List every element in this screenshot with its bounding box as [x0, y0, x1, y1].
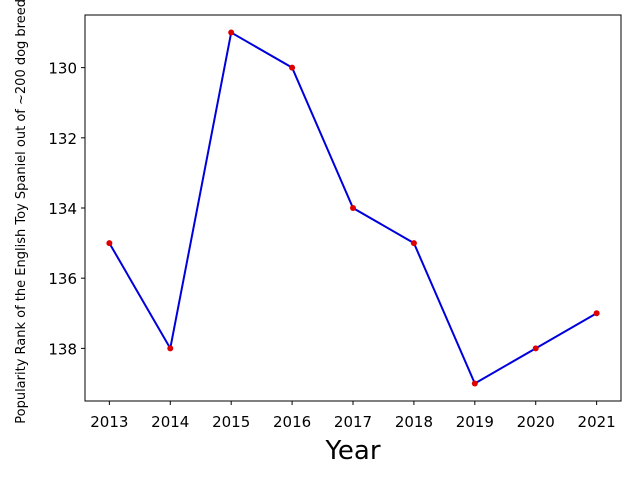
data-point — [167, 345, 174, 352]
data-point — [289, 64, 296, 71]
x-tick-label: 2013 — [90, 413, 128, 431]
x-tick-label: 2020 — [517, 413, 555, 431]
x-axis-label: Year — [324, 436, 380, 466]
x-tick-label: 2016 — [273, 413, 311, 431]
y-tick-label: 138 — [48, 340, 77, 358]
data-point — [228, 29, 235, 36]
data-point — [410, 240, 417, 247]
y-tick-label: 134 — [48, 200, 77, 218]
y-tick-label: 136 — [48, 270, 77, 288]
x-tick-label: 2017 — [334, 413, 372, 431]
y-axis-label: Popularity Rank of the English Toy Spani… — [14, 0, 29, 424]
x-tick-label: 2015 — [212, 413, 250, 431]
x-tick-label: 2014 — [151, 413, 189, 431]
data-point — [471, 380, 478, 387]
data-point — [106, 240, 113, 247]
x-tick-label: 2021 — [578, 413, 616, 431]
data-point — [350, 205, 356, 211]
data-point — [532, 345, 539, 352]
y-tick-label: 130 — [48, 60, 77, 78]
x-tick-label: 2018 — [395, 413, 433, 431]
x-tick-label: 2019 — [456, 413, 494, 431]
data-point — [593, 310, 600, 317]
y-tick-label: 132 — [48, 130, 77, 148]
